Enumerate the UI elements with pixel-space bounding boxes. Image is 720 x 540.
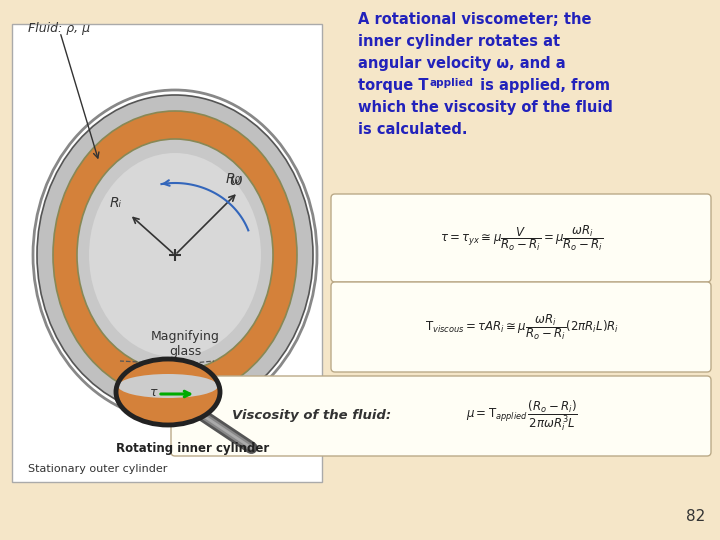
Text: A rotational viscometer; the: A rotational viscometer; the [358, 12, 592, 27]
Text: τ: τ [150, 387, 158, 400]
Text: Rotating inner cylinder: Rotating inner cylinder [117, 442, 269, 455]
Text: R₀: R₀ [226, 172, 241, 186]
Text: Viscosity of the fluid:: Viscosity of the fluid: [232, 409, 391, 422]
Text: Rᵢ: Rᵢ [109, 197, 122, 211]
FancyBboxPatch shape [331, 194, 711, 282]
Text: is calculated.: is calculated. [358, 122, 467, 137]
Text: $\tau = \tau_{yx} \cong \mu \dfrac{V}{R_o - R_i} = \mu \dfrac{\omega R_i}{R_o - : $\tau = \tau_{yx} \cong \mu \dfrac{V}{R_… [440, 223, 604, 253]
Text: Stationary outer cylinder: Stationary outer cylinder [28, 464, 167, 474]
Text: $\mathrm{T}_{viscous} = \tau AR_i \cong \mu \dfrac{\omega R_i}{R_o - R_i}\left(2: $\mathrm{T}_{viscous} = \tau AR_i \cong … [425, 312, 619, 342]
Text: Fluid: ρ, μ: Fluid: ρ, μ [28, 22, 90, 35]
Text: torque T: torque T [358, 78, 428, 93]
Text: ω: ω [230, 173, 243, 188]
Ellipse shape [53, 111, 297, 399]
Ellipse shape [77, 139, 273, 371]
Ellipse shape [124, 369, 212, 423]
FancyBboxPatch shape [171, 376, 711, 456]
Ellipse shape [89, 153, 261, 357]
Text: angular velocity ω, and a: angular velocity ω, and a [358, 56, 566, 71]
FancyBboxPatch shape [331, 282, 711, 372]
Text: which the viscosity of the fluid: which the viscosity of the fluid [358, 100, 613, 115]
Text: $\mu = \mathrm{T}_{applied}\,\dfrac{(R_o - R_i)}{2\pi\omega R_i^3 L}$: $\mu = \mathrm{T}_{applied}\,\dfrac{(R_o… [466, 399, 578, 433]
Ellipse shape [37, 95, 313, 415]
Text: Magnifying
glass: Magnifying glass [150, 330, 220, 358]
Text: is applied, from: is applied, from [475, 78, 610, 93]
Text: applied: applied [430, 78, 474, 88]
Text: 82: 82 [685, 509, 705, 524]
Ellipse shape [118, 374, 218, 398]
Text: inner cylinder rotates at: inner cylinder rotates at [358, 34, 560, 49]
FancyBboxPatch shape [12, 24, 322, 482]
Ellipse shape [116, 359, 220, 425]
